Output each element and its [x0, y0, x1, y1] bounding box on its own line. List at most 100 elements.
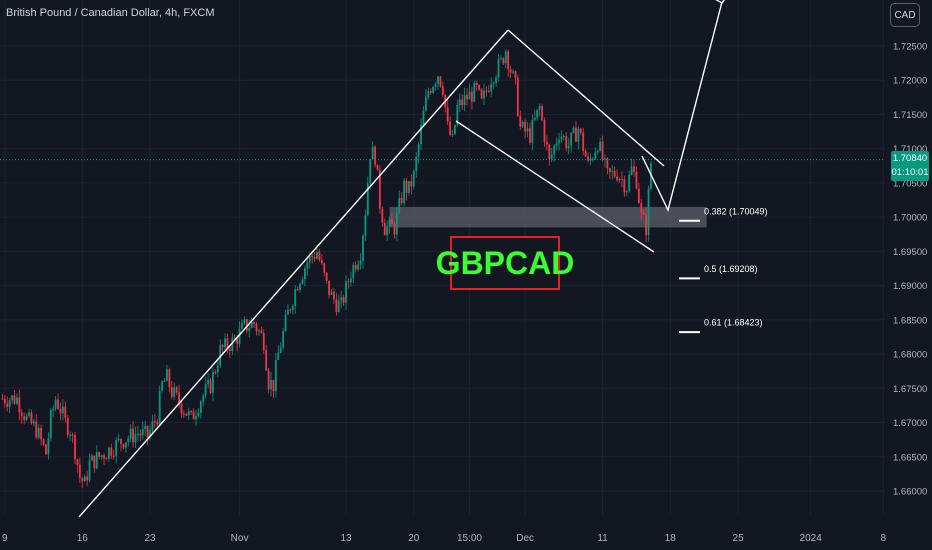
symbol-title[interactable]: British Pound / Canadian Dollar, 4h, FXC…	[6, 7, 215, 19]
candle-body	[258, 330, 260, 332]
candle-body	[306, 262, 309, 269]
candle-body	[289, 309, 292, 311]
candle-body	[272, 379, 275, 392]
candle-body	[320, 260, 323, 264]
candle-body	[604, 158, 606, 160]
candle-body	[637, 188, 640, 203]
candle-body	[185, 413, 188, 416]
candle-body	[340, 297, 343, 301]
candle-body	[591, 158, 594, 160]
candle-body	[335, 299, 338, 312]
candle-body	[57, 399, 59, 409]
candle-body	[633, 166, 635, 172]
candle-body	[270, 379, 272, 390]
candle-body	[608, 168, 611, 172]
currency-button[interactable]: CAD	[890, 3, 920, 27]
price-tick-label: 1.69000	[893, 281, 927, 292]
candle-body	[594, 152, 597, 159]
price-tick-label: 1.68500	[893, 315, 927, 326]
candle-body	[95, 452, 98, 469]
time-axis[interactable]: 9 16 23 Nov 13 20 15:00 Dec 11 18 25 2024 8	[2, 533, 886, 544]
candle-body	[504, 51, 507, 64]
candle-body	[461, 99, 464, 106]
candle-body	[613, 170, 616, 177]
candle-body	[151, 421, 154, 431]
candle-body	[541, 106, 543, 120]
candle-body	[546, 141, 548, 145]
candle-body	[473, 82, 476, 102]
candle-body	[550, 154, 553, 159]
candle-body	[618, 178, 621, 181]
candle-body	[400, 197, 403, 203]
candle-body	[202, 395, 205, 402]
fib-level-label: 0.5 (1.69208)	[704, 264, 758, 274]
uptrend-line	[78, 29, 509, 518]
candle-body	[475, 82, 478, 86]
candle-body	[492, 82, 495, 84]
candle-body	[640, 202, 643, 213]
candle-body	[500, 58, 502, 60]
price-tick-label: 1.66000	[893, 487, 927, 498]
candle-body	[572, 127, 575, 133]
candle-body	[127, 438, 130, 443]
candle-body	[158, 390, 161, 425]
candle-body	[565, 136, 568, 149]
candle-body	[93, 455, 96, 469]
candle-body	[117, 438, 120, 441]
candle-body	[432, 86, 435, 93]
candle-body	[260, 330, 263, 334]
candle-body	[23, 416, 26, 420]
candle-body	[529, 128, 531, 143]
price-axis[interactable]: 1.72500 1.72000 1.71500 1.71000 1.70500 1.700…	[893, 42, 927, 498]
candle-body	[124, 442, 127, 448]
candle-body	[567, 145, 570, 149]
candle-body	[635, 171, 638, 189]
candle-body	[371, 146, 374, 160]
grid-lines	[0, 0, 885, 515]
candle-body	[71, 434, 74, 436]
candle-body	[555, 143, 558, 146]
candle-body	[548, 144, 551, 159]
candle-body	[405, 180, 408, 193]
candle-body	[533, 117, 536, 120]
time-tick-label: 11	[597, 533, 608, 544]
candle-body	[623, 179, 626, 193]
candle-body	[313, 257, 316, 259]
candle-body	[62, 406, 64, 414]
time-tick-label: 23	[144, 533, 156, 544]
candle-body	[274, 359, 277, 392]
candle-body	[168, 369, 171, 388]
support-zone-rect	[389, 206, 707, 228]
candle-body	[18, 397, 21, 413]
candle-body	[49, 410, 52, 438]
time-tick-label: 15:00	[457, 533, 482, 544]
candle-body	[30, 412, 33, 424]
candle-body	[287, 309, 289, 315]
candle-body	[560, 136, 563, 140]
candle-body	[621, 178, 623, 180]
candle-body	[20, 412, 23, 417]
candle-body	[42, 439, 45, 445]
candle-body	[214, 372, 217, 374]
candle-body	[245, 319, 248, 331]
time-tick-label: 25	[733, 533, 745, 544]
candle-body	[347, 281, 350, 283]
candle-body	[170, 387, 173, 397]
candle-body	[379, 169, 381, 209]
candle-body	[83, 476, 86, 482]
fib-levels: 0.382 (1.70049) 0.5 (1.69208) 0.61 (1.6842…	[679, 206, 768, 334]
candle-body	[284, 314, 287, 332]
price-tick-label: 1.67500	[893, 384, 927, 395]
candle-body	[1, 398, 4, 400]
candle-body	[589, 158, 592, 161]
candle-body	[224, 338, 226, 348]
candle-body	[415, 156, 418, 172]
candle-body	[495, 77, 497, 83]
candle-body	[458, 99, 461, 105]
candle-body	[449, 121, 451, 135]
candle-body	[514, 71, 517, 79]
candle-body	[366, 183, 369, 216]
candle-body	[120, 438, 122, 445]
candle-body	[197, 412, 200, 416]
